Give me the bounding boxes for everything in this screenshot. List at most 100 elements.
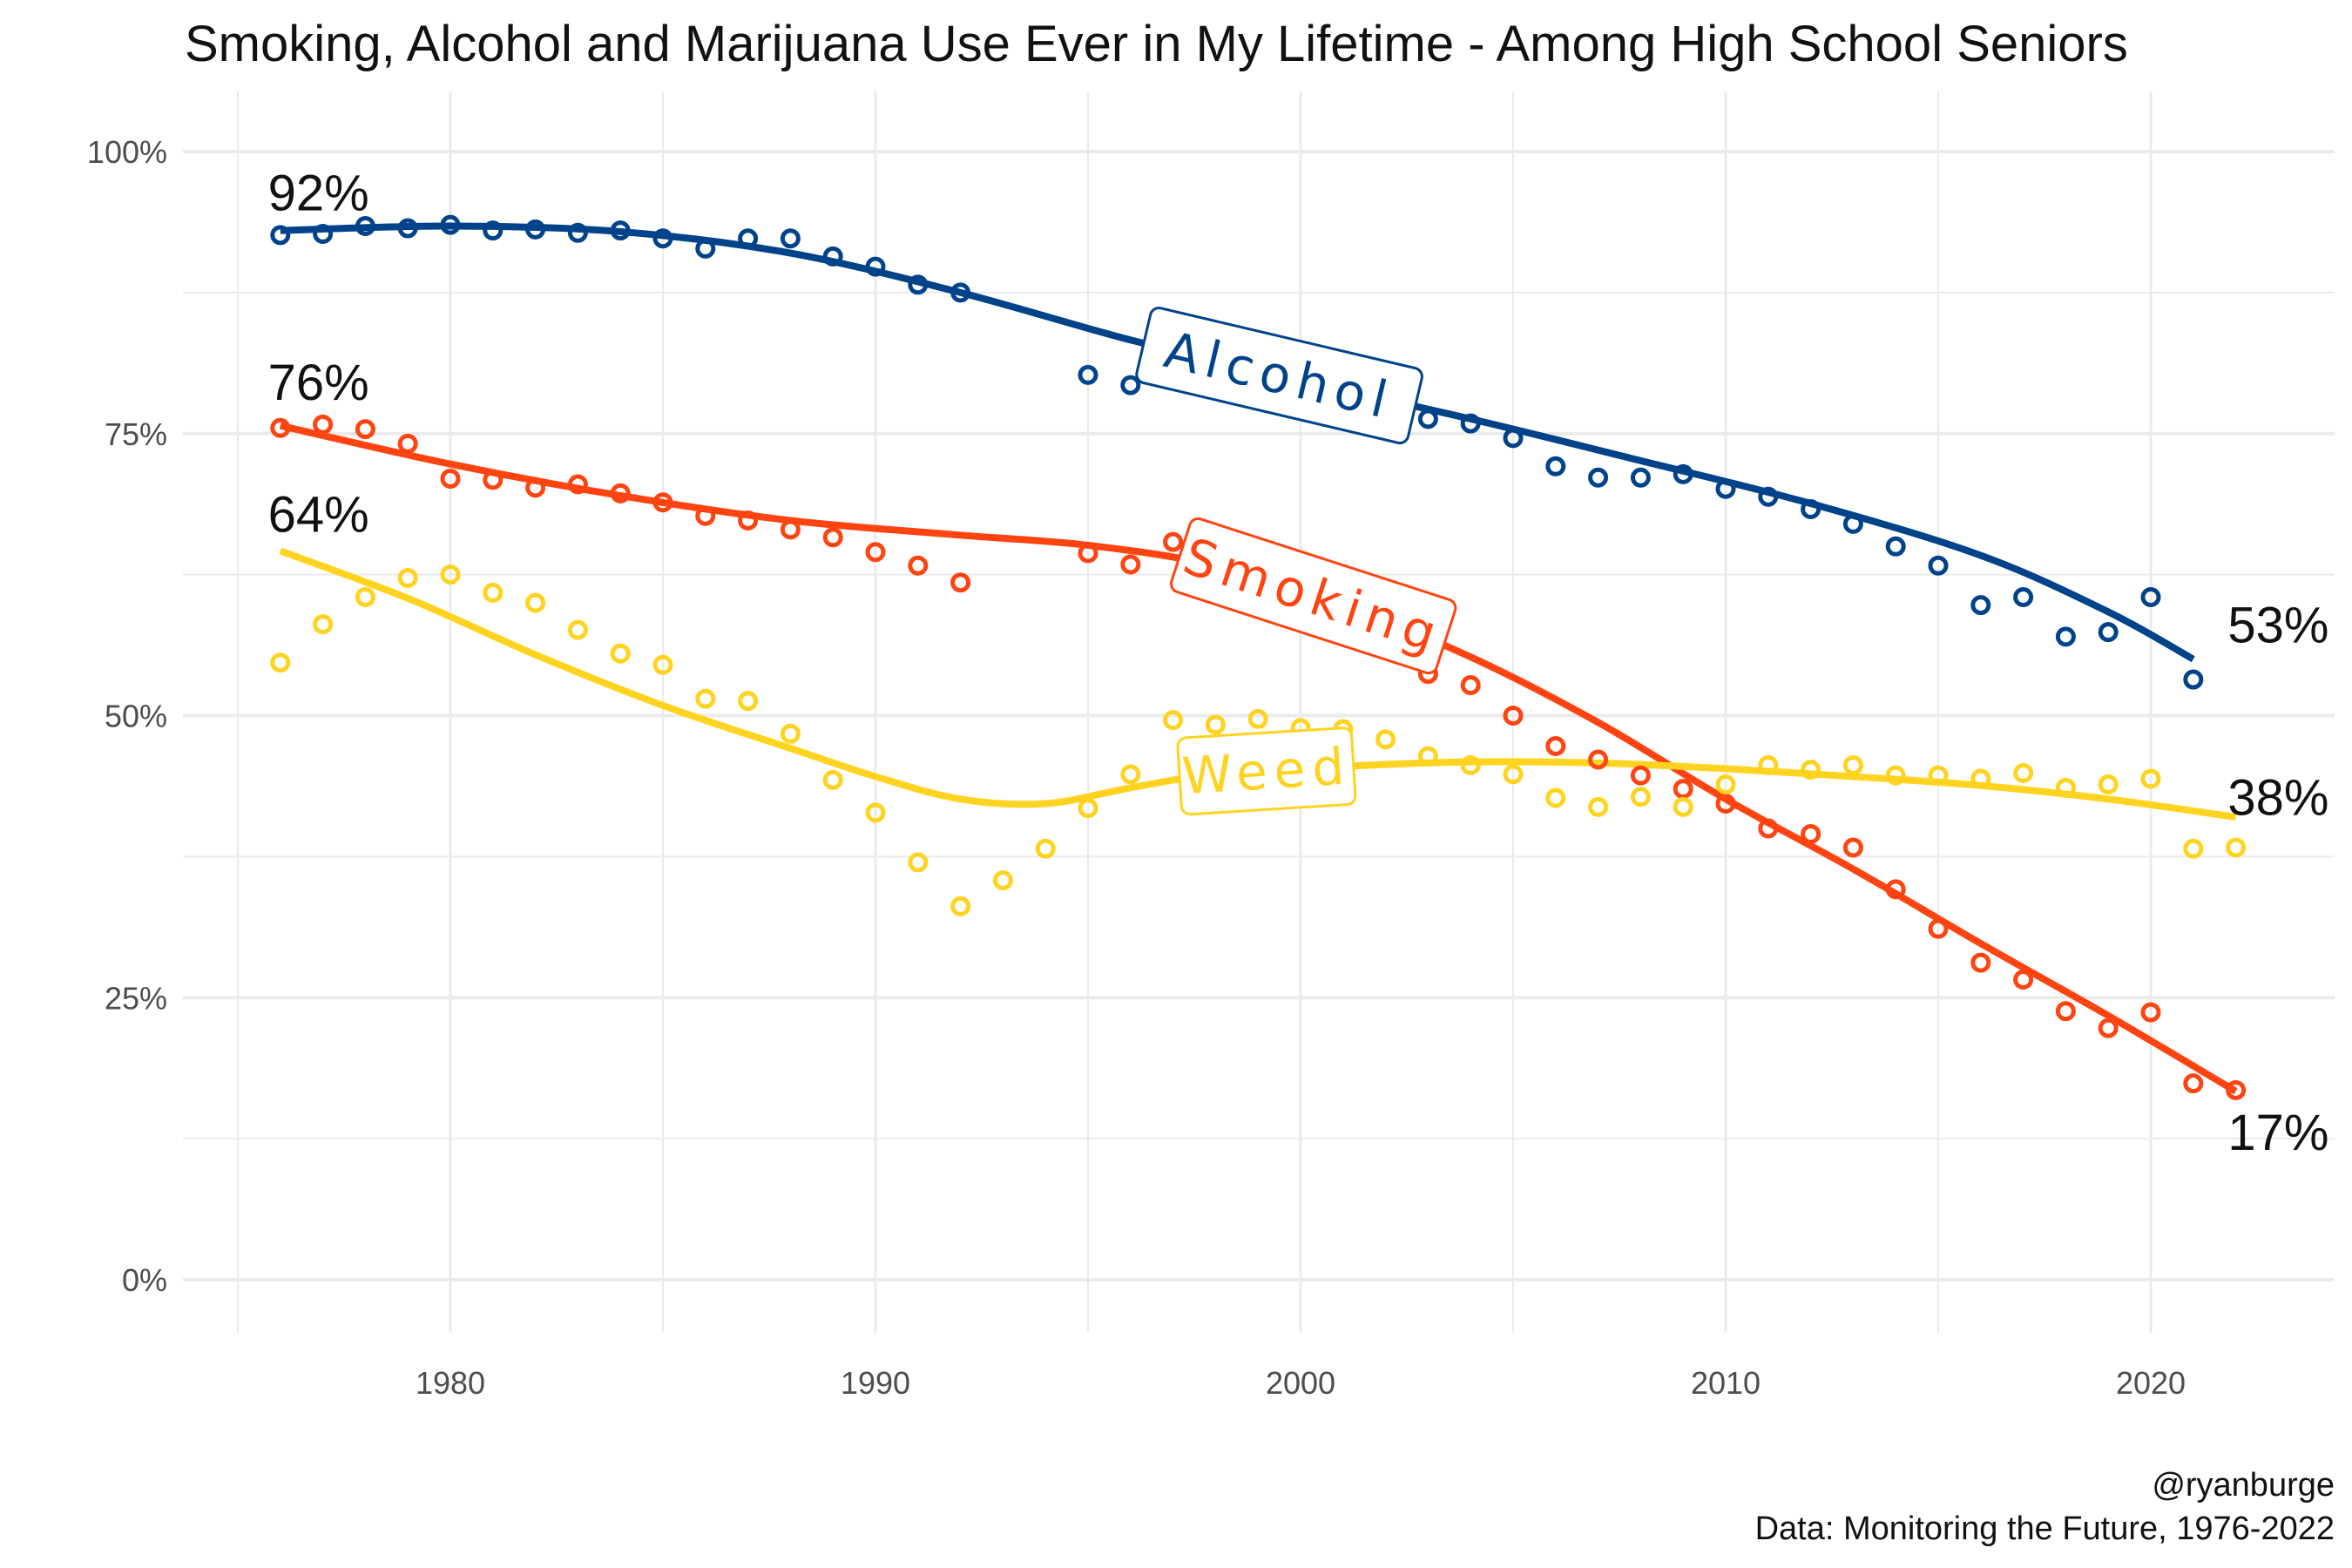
smoking-point (865, 542, 886, 563)
alcohol-point (695, 238, 716, 259)
weed-point (2183, 838, 2204, 859)
alcohol-point (397, 218, 418, 239)
smoking-point (2140, 1002, 2161, 1023)
weed-point (355, 587, 375, 608)
y-tick-label: 100% (87, 134, 167, 170)
weed-point (2013, 763, 2034, 784)
weed-point (1588, 796, 1609, 817)
weed-point (2055, 777, 2076, 798)
grid (183, 91, 2335, 1333)
weed-label-box (1176, 727, 1357, 816)
alcohol-label: Alcohol (1135, 307, 1423, 445)
alcohol-point (483, 220, 504, 241)
alcohol-point (1460, 413, 1481, 434)
smoking-point (1758, 818, 1779, 839)
x-tick-label: 2000 (1266, 1365, 1335, 1401)
smoking-point (2226, 1079, 2247, 1100)
smoking-point (610, 483, 631, 504)
smoking-point (270, 417, 291, 438)
weed-point (2226, 837, 2247, 858)
smoking-point (950, 572, 971, 593)
alcohol-start-label: 92% (268, 165, 369, 221)
alcohol-point (1673, 463, 1693, 484)
alcohol-label-box (1135, 307, 1423, 445)
weed-point (738, 691, 759, 712)
alcohol-point (1970, 595, 1991, 616)
alcohol-point (1758, 486, 1779, 507)
y-tick-label: 75% (105, 416, 167, 452)
chart-title: Smoking, Alcohol and Marijuana Use Ever … (185, 16, 2128, 72)
x-axis: 1980 1990 2000 2010 2020 (416, 1365, 2186, 1401)
weed-point (1375, 729, 1396, 750)
alcohol-point (610, 220, 631, 241)
x-tick-label: 1980 (416, 1365, 485, 1401)
smoking-point (1885, 879, 1906, 900)
smoking-point (822, 527, 843, 548)
weed-point (652, 654, 673, 675)
weed-point (1545, 787, 1566, 808)
data-points (270, 214, 2247, 1100)
smoking-point (440, 469, 461, 490)
series-labels: Alcohol Smoking Weed (1135, 307, 1457, 816)
weed-point (2098, 774, 2119, 794)
alcohol-point (1120, 375, 1141, 395)
smoking-label-box (1169, 517, 1457, 675)
smoking-point (525, 477, 546, 498)
x-tick-label: 2010 (1691, 1365, 1761, 1401)
alcohol-point (2013, 587, 2034, 608)
weed-point (1247, 708, 1268, 729)
smoking-point (313, 414, 334, 435)
smoking-point (483, 470, 504, 490)
weed-start-label: 64% (268, 486, 369, 543)
alcohol-point (355, 215, 375, 236)
smoking-point (1120, 554, 1141, 575)
x-tick-label: 2020 (2116, 1365, 2186, 1401)
smoking-point (1588, 749, 1609, 770)
y-tick-label: 25% (105, 980, 167, 1016)
alcohol-point (1503, 428, 1524, 449)
smoking-point (1545, 735, 1566, 756)
alcohol-point (2183, 669, 2204, 690)
smoking-point (2055, 1001, 2076, 1022)
smoking-point (1163, 531, 1184, 552)
weed-point (1503, 764, 1524, 785)
weed-point (525, 592, 546, 613)
weed-point (1078, 798, 1098, 819)
smoking-point (738, 510, 759, 531)
alcohol-point (525, 219, 546, 240)
weed-point (695, 688, 716, 709)
weed-point (610, 643, 631, 664)
alcohol-point (738, 228, 759, 249)
alcohol-point (865, 256, 886, 277)
alcohol-point (908, 274, 929, 295)
alcohol-point (1928, 555, 1949, 576)
smoking-point (397, 433, 418, 454)
alcohol-point (1715, 478, 1736, 499)
weed-point (1842, 754, 1863, 775)
alcohol-point (1801, 499, 1821, 520)
weed-point (440, 564, 461, 585)
weed-point (1120, 764, 1141, 785)
alcohol-point (652, 228, 673, 249)
smoking-point (908, 555, 929, 576)
alcohol-point (313, 224, 334, 245)
alcohol-point (1417, 409, 1438, 429)
smoking-point (1970, 952, 1991, 973)
alcohol-end-label: 53% (2227, 597, 2328, 653)
weed-point (270, 652, 291, 673)
alcohol-point (1885, 536, 1906, 557)
alcohol-point (1630, 467, 1651, 488)
weed-point (1970, 768, 1991, 789)
smoking-point (1503, 706, 1524, 726)
alcohol-point (270, 225, 291, 246)
weed-point (567, 619, 588, 640)
smoking-point (780, 519, 801, 540)
smoking-point (652, 492, 673, 513)
smoking-point (355, 419, 375, 440)
weed-point (950, 896, 971, 916)
weed-point (780, 723, 801, 744)
end-labels: 92% 53% 76% 17% 64% 38% (268, 165, 2329, 1161)
smoking-start-label: 76% (268, 355, 369, 411)
weed-point (1673, 796, 1693, 817)
